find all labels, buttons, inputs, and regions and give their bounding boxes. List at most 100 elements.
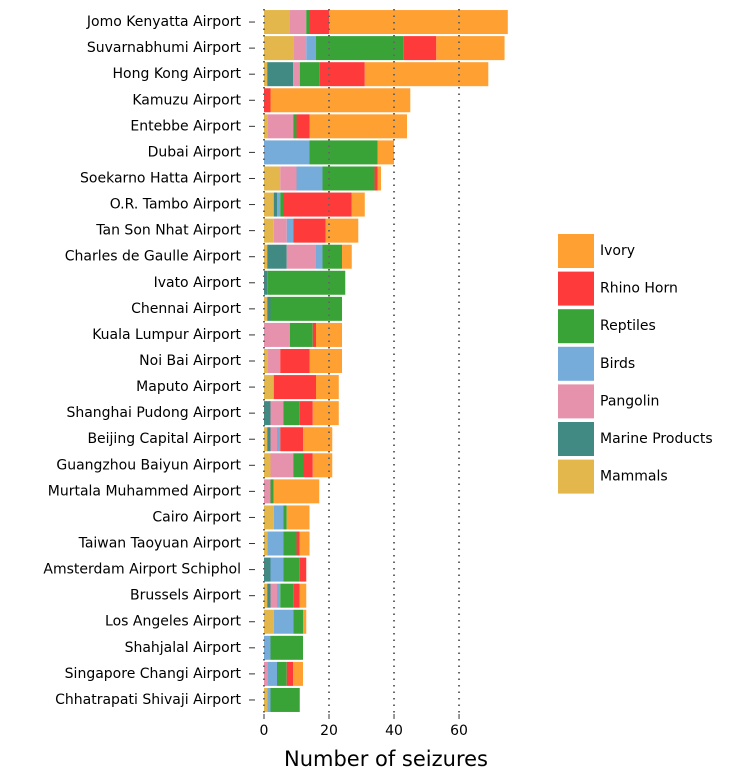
y-tick-label: Guangzhou Baiyun Airport [56,457,241,473]
y-tick-label: Jomo Kenyatta Airport [86,14,242,30]
y-tick-label: Cairo Airport [152,509,241,525]
bar-segment [264,140,310,165]
bar-segment [267,296,271,321]
bar-segment [264,687,268,712]
bar-segment [264,453,271,478]
bar-segment [290,10,307,35]
bar-segment [283,531,297,556]
y-tick-label: Suvarnabhumi Airport [87,40,242,56]
bar-segment [303,609,307,634]
bar-segment [436,36,505,61]
bar-segment [277,192,281,217]
bar-segment [277,583,281,608]
y-tick-label: Kamuzu Airport [132,92,241,108]
bar-segment [309,114,408,139]
bar-segment [270,635,304,660]
bar-segment [351,192,365,217]
bar-segment [264,375,274,400]
y-tick-label: Ivato Airport [154,275,242,291]
bar-segment [273,479,320,504]
bar-segment [286,661,294,686]
bar-segment [267,661,278,686]
bar-segment [277,661,287,686]
legend-swatch [558,309,594,344]
y-tick-label: Los Angeles Airport [105,614,241,630]
bar-segment [309,349,343,373]
bar-segment [296,114,310,139]
bar-segment [267,427,271,452]
y-tick-label: Shahjalal Airport [125,640,242,656]
y-tick-label: Amsterdam Airport Schiphol [43,562,241,578]
bar-segment [290,322,313,347]
bar-segment [283,192,352,217]
legend-swatch [558,234,594,268]
bar-segment [267,583,271,608]
bar-segment [299,401,313,426]
bar-segment [270,453,294,478]
bar-segment [286,505,310,530]
bar-segment [316,375,339,400]
bar-segment [280,192,284,217]
y-tick-label: Tan Son Nhat Airport [95,223,241,239]
bar-segment [264,609,274,634]
bar-segment [273,505,284,530]
bar-segment [264,218,274,243]
bar-segment [293,453,304,478]
bar-segment [280,583,294,608]
bar-segment [303,427,333,452]
bar-segment [280,166,297,191]
bar-segment [322,166,375,191]
bar-segment [374,166,378,191]
legend-swatch [558,346,594,381]
bar-segment [377,166,382,191]
bar-segment [264,583,268,608]
legend-label: Pangolin [600,393,659,409]
bar-segment [277,427,281,452]
bar-segment [267,62,294,87]
bar-segment [319,62,365,87]
bar-segment [264,270,268,295]
bar-segment [267,531,284,556]
bar-segment [267,349,281,373]
bar-segment [322,244,343,269]
bar-segment [267,244,287,269]
y-tick-label: O.R. Tambo Airport [110,197,242,213]
bar-segment [270,583,278,608]
y-tick-label: Shanghai Pudong Airport [66,405,241,421]
bar-segment [299,531,310,556]
bar-segment [267,687,271,712]
bar-segment [329,10,508,35]
bar-segment [270,479,274,504]
legend-label: Birds [600,356,635,372]
bar-segment [264,166,281,191]
bar-segment [309,140,378,165]
y-tick-label: Murtala Muhammed Airport [48,483,242,499]
bar-segment [270,88,411,113]
y-tick-label: Kuala Lumpur Airport [92,327,241,343]
bar-segment [264,401,271,426]
bar-segment [264,505,274,530]
bar-segment [306,10,310,35]
bar-segment [299,583,307,608]
bar-segment [264,244,268,269]
legend-swatch [558,271,594,306]
y-tick-label: Taiwan Taoyuan Airport [78,536,242,552]
bar-segment [299,557,307,582]
bar-segment [293,583,300,608]
bar-segment [264,322,291,347]
y-tick-label: Beijing Capital Airport [87,431,241,447]
legend-label: Ivory [600,243,635,259]
bar-segment [264,114,268,139]
bar-segment [264,349,268,373]
bar-segment [377,140,395,165]
bar-segment [270,401,284,426]
bar-segment [299,62,320,87]
bar-segment [303,453,313,478]
bar-segment [283,557,300,582]
legend-label: Mammals [600,469,668,485]
bar-segment [293,661,304,686]
legend-swatch [558,384,594,419]
bar-segment [293,609,304,634]
bar-segment [264,192,274,217]
bar-segment [296,531,300,556]
